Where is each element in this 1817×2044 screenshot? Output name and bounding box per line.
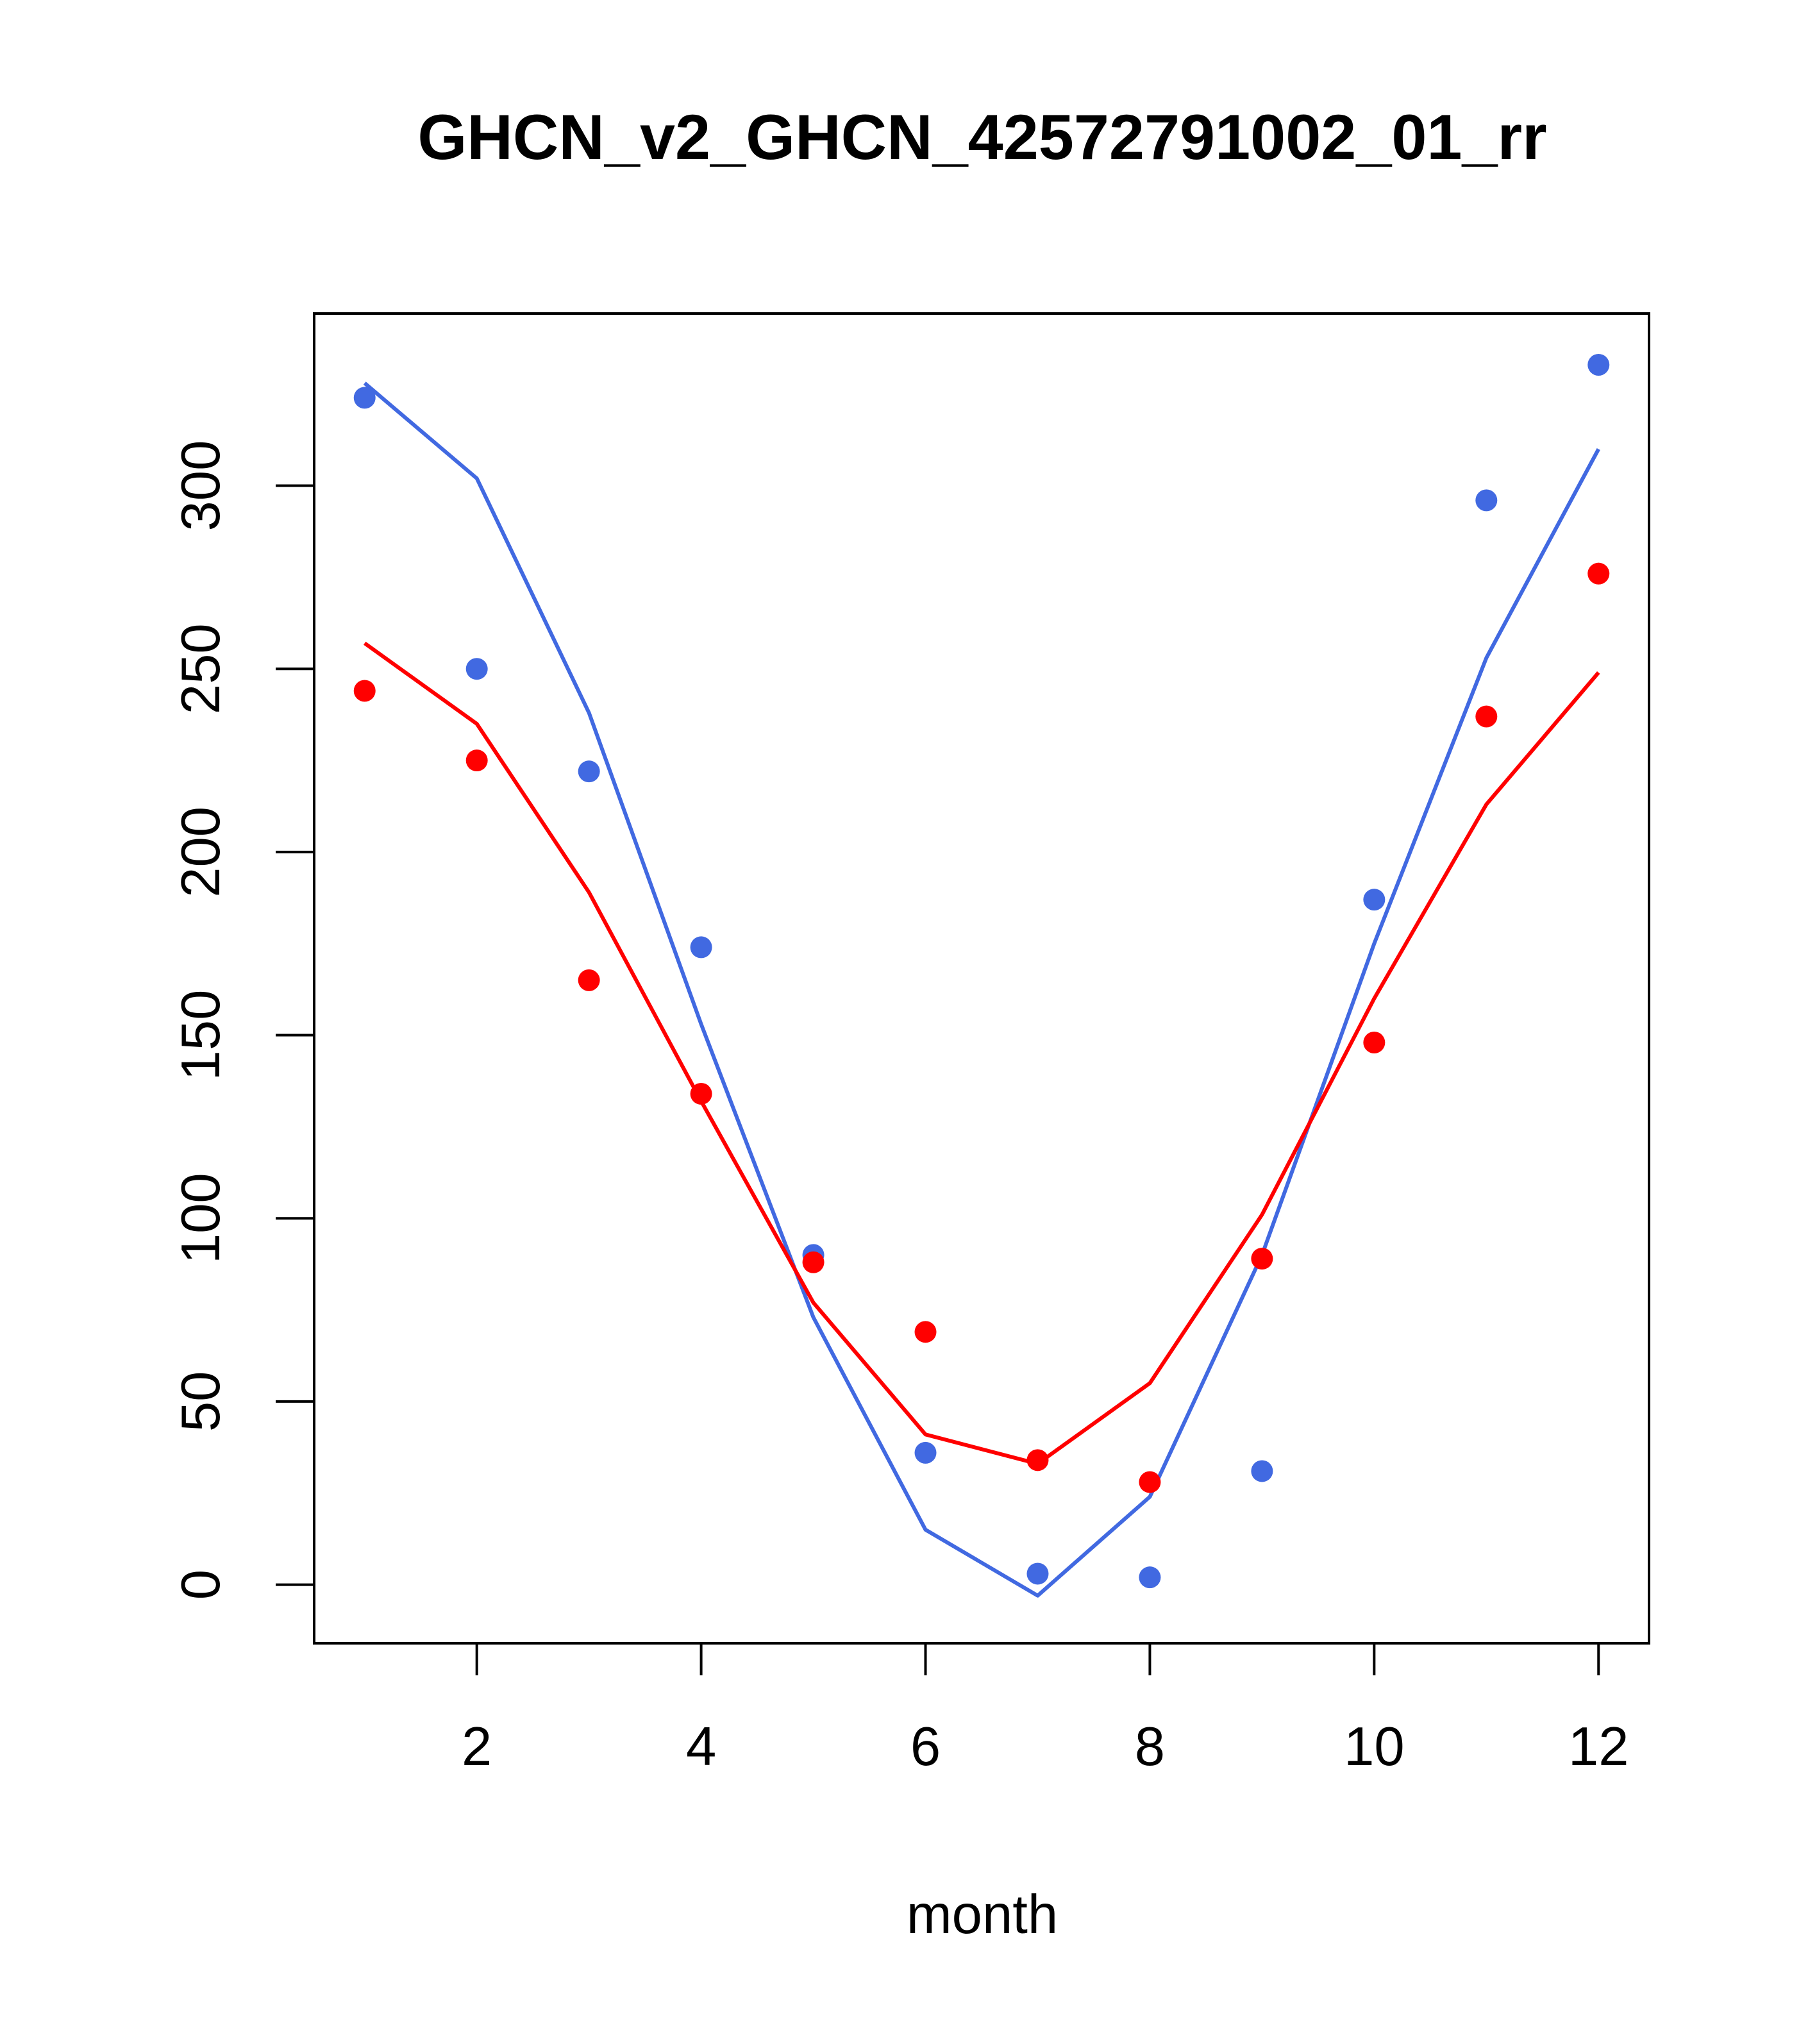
x-tick-label: 6 bbox=[910, 1716, 941, 1777]
x-tick-label: 8 bbox=[1135, 1716, 1165, 1777]
chart-title: GHCN_v2_GHCN_42572791002_01_rr bbox=[417, 101, 1546, 172]
y-tick-label: 200 bbox=[171, 807, 231, 898]
plot-frame bbox=[313, 312, 1650, 1645]
series-2-point bbox=[802, 1251, 825, 1273]
series-2-point bbox=[1475, 705, 1498, 728]
series-2-point bbox=[578, 969, 600, 991]
series-2-point bbox=[690, 1082, 712, 1105]
series-1-line bbox=[363, 381, 1600, 1598]
y-tick-label: 250 bbox=[171, 623, 231, 714]
series-1-point bbox=[1475, 489, 1498, 512]
series-points bbox=[353, 353, 1610, 1589]
series-1-point bbox=[914, 1441, 937, 1464]
x-axis-label: month bbox=[907, 1884, 1058, 1945]
series-1-point bbox=[1251, 1460, 1273, 1482]
series-2-point bbox=[1251, 1248, 1273, 1270]
series-1-point bbox=[465, 658, 488, 680]
series-1-point bbox=[1139, 1566, 1161, 1589]
series-1-point bbox=[1026, 1562, 1049, 1585]
series-lines bbox=[363, 381, 1600, 1598]
series-2-line bbox=[363, 641, 1600, 1466]
y-tick-label: 50 bbox=[171, 1371, 231, 1432]
x-tick-label: 10 bbox=[1344, 1716, 1405, 1777]
series-2-point bbox=[1363, 1031, 1386, 1053]
x-tick-label: 4 bbox=[686, 1716, 716, 1777]
series-2-point bbox=[1587, 562, 1610, 585]
series-2-point bbox=[465, 750, 488, 772]
y-tick-label: 0 bbox=[171, 1570, 231, 1600]
series-1-point bbox=[690, 936, 712, 959]
y-axis: 0 50 100 150 200 250 300 bbox=[171, 440, 315, 1600]
x-axis: 2 4 6 8 10 12 bbox=[462, 1642, 1629, 1777]
series-1-point bbox=[353, 387, 376, 409]
x-tick-label: 12 bbox=[1568, 1716, 1629, 1777]
series-2-point bbox=[1139, 1471, 1161, 1493]
y-tick-label: 150 bbox=[171, 990, 231, 1081]
series-2-point bbox=[353, 680, 376, 702]
x-tick-label: 2 bbox=[462, 1716, 492, 1777]
series-1-point bbox=[1587, 353, 1610, 376]
series-2-point bbox=[914, 1321, 937, 1343]
series-1-point bbox=[1363, 889, 1386, 911]
y-tick-label: 100 bbox=[171, 1173, 231, 1264]
series-2-point bbox=[1026, 1449, 1049, 1471]
series-1-point bbox=[578, 760, 600, 783]
y-tick-label: 300 bbox=[171, 440, 231, 532]
